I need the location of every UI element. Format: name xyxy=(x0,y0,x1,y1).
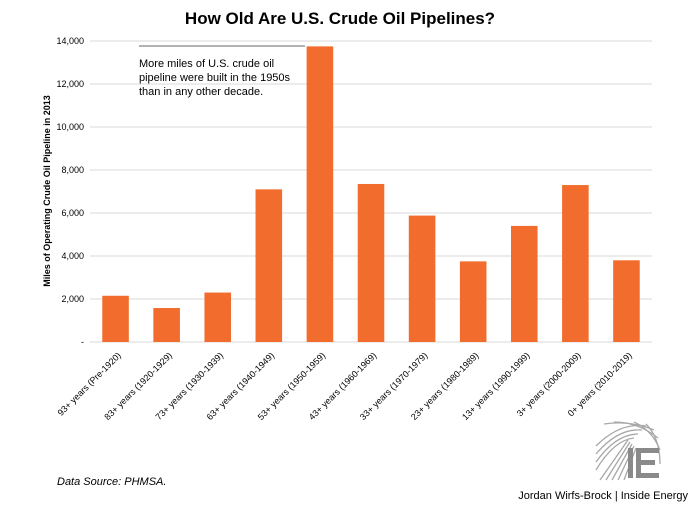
y-axis-label: Miles of Operating Crude Oil Pipeline in… xyxy=(42,95,52,287)
inside-energy-logo-icon xyxy=(595,421,661,481)
bar xyxy=(510,225,538,342)
bar xyxy=(153,308,180,342)
bar xyxy=(306,46,334,342)
x-axis-ticks: 93+ years (Pre-1920)83+ years (1920-1929… xyxy=(56,350,634,422)
author-credit: Jordan Wirfs-Brock | Inside Energy xyxy=(518,490,688,502)
bar xyxy=(459,261,487,342)
y-tick-label: - xyxy=(81,337,84,347)
annotation-line-2: pipeline were built in the 1950s xyxy=(139,72,291,84)
bar xyxy=(408,215,436,342)
bars xyxy=(102,46,640,342)
y-tick-label: 4,000 xyxy=(61,251,84,261)
bar xyxy=(562,185,589,342)
y-tick-label: 8,000 xyxy=(61,165,84,175)
y-tick-label: 12,000 xyxy=(56,79,84,89)
y-tick-label: 6,000 xyxy=(61,208,84,218)
annotation: More miles of U.S. crude oil pipeline we… xyxy=(139,45,305,98)
bar xyxy=(255,189,283,342)
bar xyxy=(102,295,129,342)
data-source: Data Source: PHMSA. xyxy=(57,476,167,488)
bar xyxy=(204,292,232,342)
annotation-line-1: More miles of U.S. crude oil xyxy=(139,58,274,70)
annotation-line-3: than in any other decade. xyxy=(139,86,263,98)
y-axis-ticks: - 2,000 4,000 6,000 8,000 10,000 12,000 14,000 xyxy=(56,36,84,347)
y-tick-label: 14,000 xyxy=(56,36,84,46)
bar xyxy=(357,183,385,342)
bar xyxy=(613,260,640,342)
y-tick-label: 10,000 xyxy=(56,122,84,132)
y-tick-label: 2,000 xyxy=(61,294,84,304)
chart-title: How Old Are U.S. Crude Oil Pipelines? xyxy=(185,9,495,28)
